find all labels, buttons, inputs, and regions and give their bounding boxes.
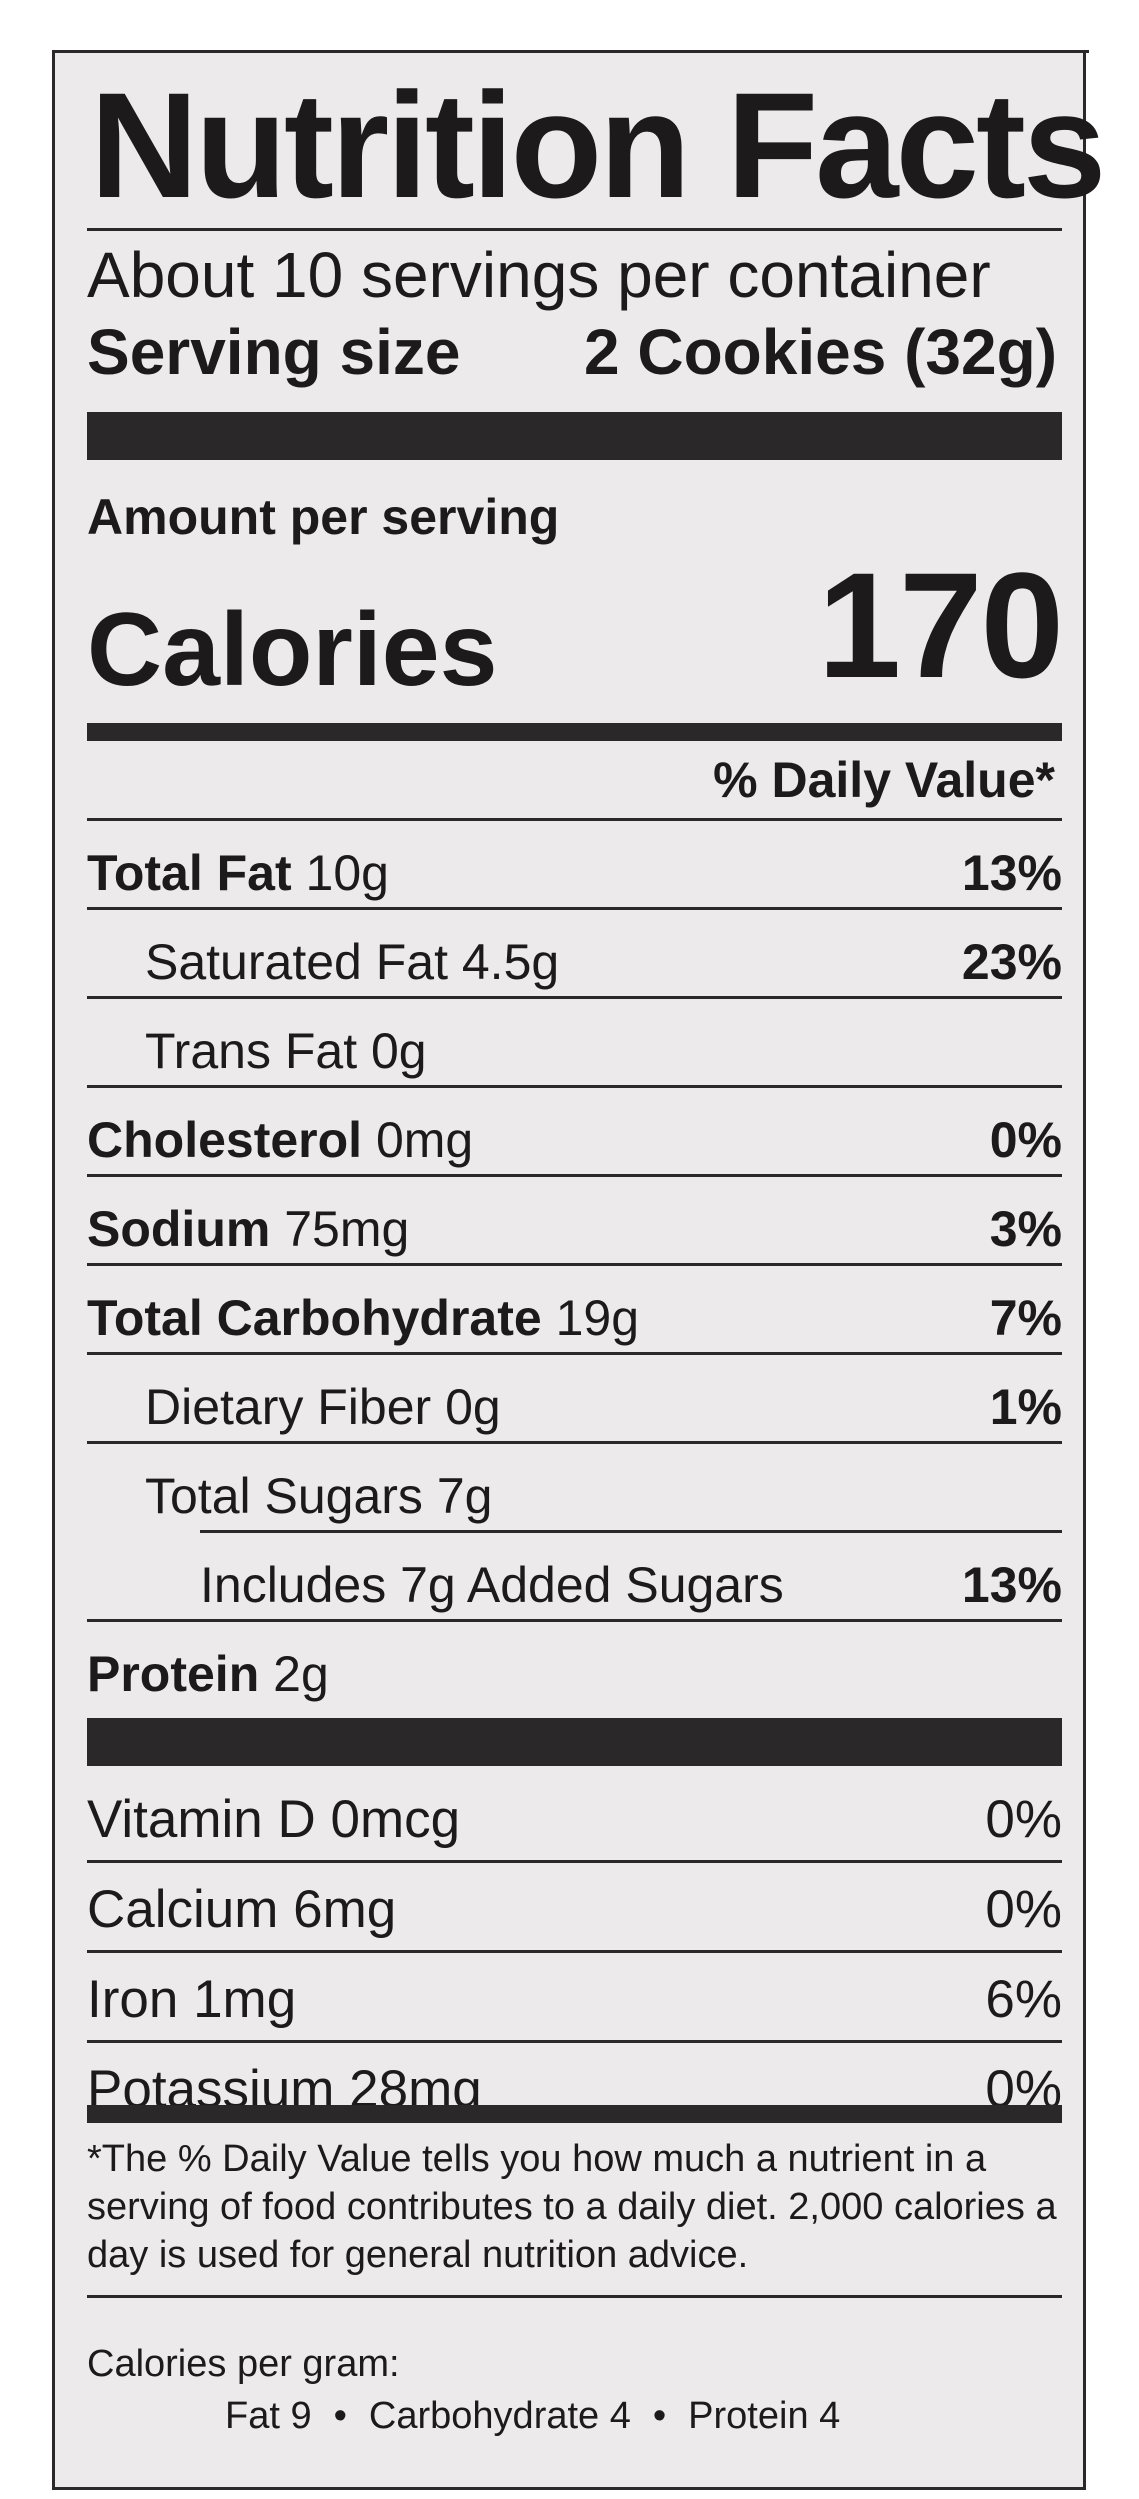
nutrient-name: Sodium xyxy=(87,1201,271,1257)
nutrient-row-trans-fat: Trans Fat 0g xyxy=(145,1006,1062,1096)
nutrient-name: Trans Fat xyxy=(145,1023,358,1079)
vitamin-amount: 0mcg xyxy=(330,1790,461,1849)
nutrient-name: Total Carbohydrate xyxy=(87,1290,542,1346)
calories-label: Calories xyxy=(87,592,498,708)
nutrient-name: Includes 7g Added Sugars xyxy=(200,1557,784,1613)
row-divider xyxy=(87,818,1062,821)
nutrient-daily-value: 1% xyxy=(989,1379,1062,1435)
vitamin-row-calcium: Calcium 6mg 0% xyxy=(87,1865,1062,1955)
serving-size-label: Serving size xyxy=(87,316,461,388)
nutrient-row-total-sugars: Total Sugars 7g xyxy=(145,1451,1062,1541)
nutrient-name: Saturated Fat xyxy=(145,934,448,990)
nutrient-amount: 7g xyxy=(436,1468,493,1524)
nutrient-amount: 10g xyxy=(305,845,389,901)
row-divider xyxy=(87,1441,1062,1444)
nutrient-name: Cholesterol xyxy=(87,1112,363,1168)
label-title: Nutrition Facts xyxy=(90,61,1106,229)
nutrient-row-cholesterol: Cholesterol 0mg 0% xyxy=(87,1095,1062,1185)
nutrient-row-added-sugars: Includes 7g Added Sugars 13% xyxy=(200,1540,1062,1630)
bullet-separator: • xyxy=(333,2395,347,2437)
vitamin-row-potassium: Potassium 28mg 0% xyxy=(87,2045,1062,2135)
thick-divider-calories xyxy=(87,723,1062,741)
nutrient-name: Total Sugars xyxy=(145,1468,423,1524)
footnote-divider xyxy=(87,2295,1062,2298)
nutrient-row-protein: Protein 2g xyxy=(87,1629,1062,1719)
cpg-carbohydrate: Carbohydrate 4 xyxy=(368,2395,631,2437)
nutrient-daily-value: 3% xyxy=(989,1201,1062,1257)
nutrient-daily-value: 13% xyxy=(961,845,1062,901)
cpg-fat: Fat 9 xyxy=(225,2395,312,2437)
vitamin-daily-value: 0% xyxy=(985,1790,1062,1849)
nutrient-amount: 2g xyxy=(273,1646,329,1702)
row-divider xyxy=(87,1352,1062,1355)
nutrient-amount: 4.5g xyxy=(461,934,560,990)
calories-row: Calories 170 xyxy=(87,530,1064,730)
row-divider xyxy=(87,1174,1062,1177)
daily-value-footnote: *The % Daily Value tells you how much a … xyxy=(87,2138,1057,2276)
nutrient-amount: 0mg xyxy=(375,1112,474,1168)
nutrient-name: Protein xyxy=(87,1646,260,1702)
row-divider-indented xyxy=(200,1530,1062,1533)
thick-divider-top xyxy=(87,412,1062,460)
calories-per-gram-values: Fat 9 • Carbohydrate 4 • Protein 4 xyxy=(225,2392,840,2440)
vitamin-name: Iron xyxy=(87,1970,179,2029)
row-divider xyxy=(87,2040,1062,2043)
calories-per-gram-label: Calories per gram: xyxy=(87,2343,400,2385)
thick-divider-footnote xyxy=(87,2105,1062,2123)
thick-divider-vitamins xyxy=(87,1718,1062,1766)
nutrient-amount: 0g xyxy=(371,1023,427,1079)
title-divider xyxy=(87,228,1062,231)
nutrient-amount: 0g xyxy=(445,1379,501,1435)
vitamin-row-iron: Iron 1mg 6% xyxy=(87,1955,1062,2045)
nutrient-daily-value: 0% xyxy=(989,1112,1062,1168)
vitamin-name: Calcium xyxy=(87,1880,279,1939)
label-top-edge xyxy=(55,50,1089,53)
nutrient-name: Total Fat xyxy=(87,845,292,901)
nutrient-daily-value: 13% xyxy=(961,1557,1062,1613)
row-divider xyxy=(87,996,1062,999)
nutrient-row-total-fat: Total Fat 10g 13% xyxy=(87,828,1062,918)
nutrient-name: Dietary Fiber xyxy=(145,1379,432,1435)
servings-per-container: About 10 servings per container xyxy=(87,239,991,311)
nutrient-amount: 75mg xyxy=(284,1201,410,1257)
nutrient-row-sodium: Sodium 75mg 3% xyxy=(87,1184,1062,1274)
vitamin-daily-value: 0% xyxy=(985,1880,1062,1939)
cpg-protein: Protein 4 xyxy=(688,2395,841,2437)
nutrient-daily-value: 23% xyxy=(961,934,1062,990)
vitamin-daily-value: 6% xyxy=(985,1970,1062,2029)
amount-per-serving: Amount per serving xyxy=(87,489,560,545)
nutrient-daily-value: 7% xyxy=(989,1290,1062,1346)
row-divider xyxy=(87,1950,1062,1953)
serving-size-row: Serving size 2 Cookies (32g) xyxy=(87,312,1057,392)
row-divider xyxy=(87,1085,1062,1088)
nutrient-amount: 19g xyxy=(555,1290,640,1346)
calories-value: 170 xyxy=(817,541,1064,709)
vitamin-name: Vitamin D xyxy=(87,1790,316,1849)
nutrient-row-total-carbohydrate: Total Carbohydrate 19g 7% xyxy=(87,1273,1062,1363)
serving-size-value: 2 Cookies (32g) xyxy=(583,316,1057,388)
nutrition-label: Nutrition Facts About 10 servings per co… xyxy=(52,50,1106,2490)
vitamin-row-vitamin-d: Vitamin D 0mcg 0% xyxy=(87,1775,1062,1865)
vitamin-amount: 6mg xyxy=(293,1880,397,1939)
bullet-separator: • xyxy=(652,2395,667,2437)
vitamin-amount: 1mg xyxy=(193,1970,297,2029)
row-divider xyxy=(87,1263,1062,1266)
row-divider xyxy=(87,1860,1062,1863)
daily-value-header: % Daily Value* xyxy=(713,752,1055,808)
row-divider xyxy=(87,1619,1062,1622)
row-divider xyxy=(87,907,1062,910)
nutrient-row-dietary-fiber: Dietary Fiber 0g 1% xyxy=(145,1362,1062,1452)
nutrient-row-saturated-fat: Saturated Fat 4.5g 23% xyxy=(145,917,1062,1007)
